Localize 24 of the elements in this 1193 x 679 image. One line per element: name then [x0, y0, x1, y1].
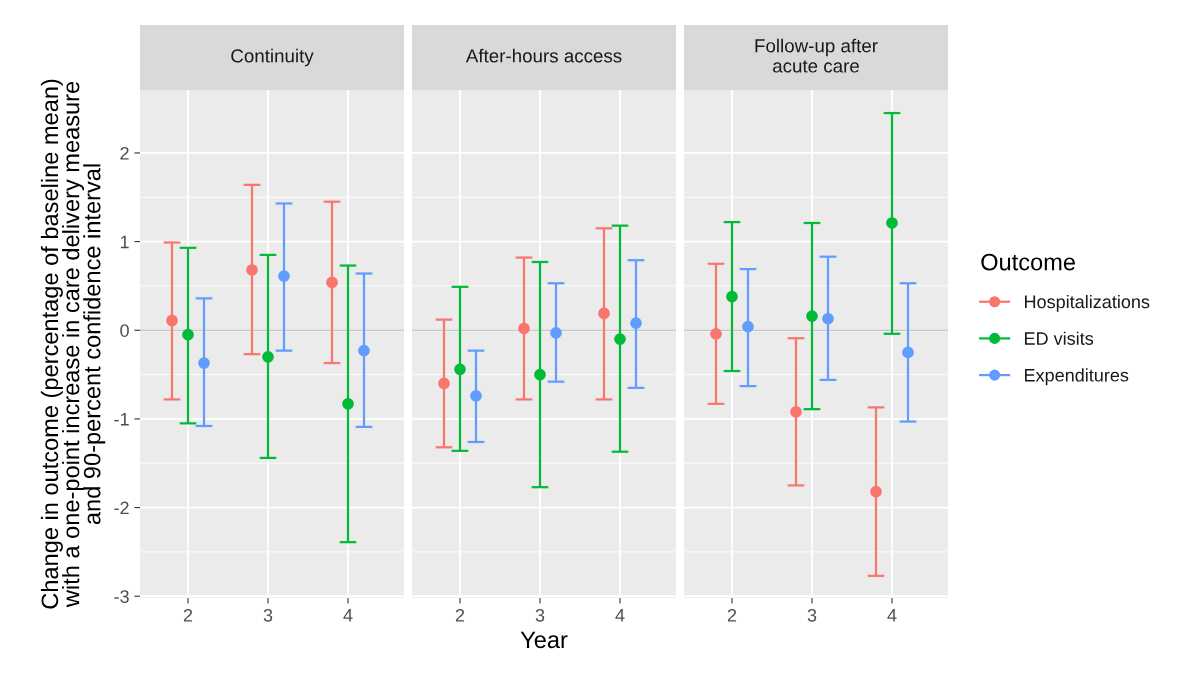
chart-title: Follow-up after acute care — [755, 38, 878, 73]
y-tick-label: -1 — [114, 413, 129, 426]
legend-label: Hospitalizations — [1025, 294, 1150, 312]
y-tick-label: -2 — [114, 501, 129, 515]
chart-title: After-hours access — [465, 48, 622, 63]
legend-label: ED visits — [1025, 331, 1094, 345]
legend-label: Expenditures — [1025, 368, 1129, 386]
x-tick-label: 4 — [887, 609, 897, 622]
legend-title: Outcome — [981, 253, 1075, 271]
chart-title: Continuity — [231, 48, 314, 67]
y-tick-label: 2 — [120, 146, 129, 160]
x-tick-label: 2 — [727, 608, 737, 622]
y-tick-label: -3 — [114, 590, 129, 603]
x-tick-label: 2 — [455, 608, 465, 622]
y-tick-label: 1 — [120, 235, 129, 249]
x-tick-label: 3 — [263, 608, 273, 622]
x-axis-title: Year — [520, 631, 568, 649]
x-tick-label: 3 — [807, 608, 817, 622]
x-tick-label: 4 — [615, 609, 625, 622]
x-tick-label: 4 — [343, 609, 353, 622]
y-axis-title: Change in outcome (percentage of baseline mean) with a one-point increase in care delivery measure and 90-percent confidence interval — [40, 79, 106, 609]
x-tick-label: 2 — [183, 608, 193, 622]
x-tick-label: 3 — [535, 608, 545, 622]
y-tick-label: 0 — [120, 324, 129, 337]
